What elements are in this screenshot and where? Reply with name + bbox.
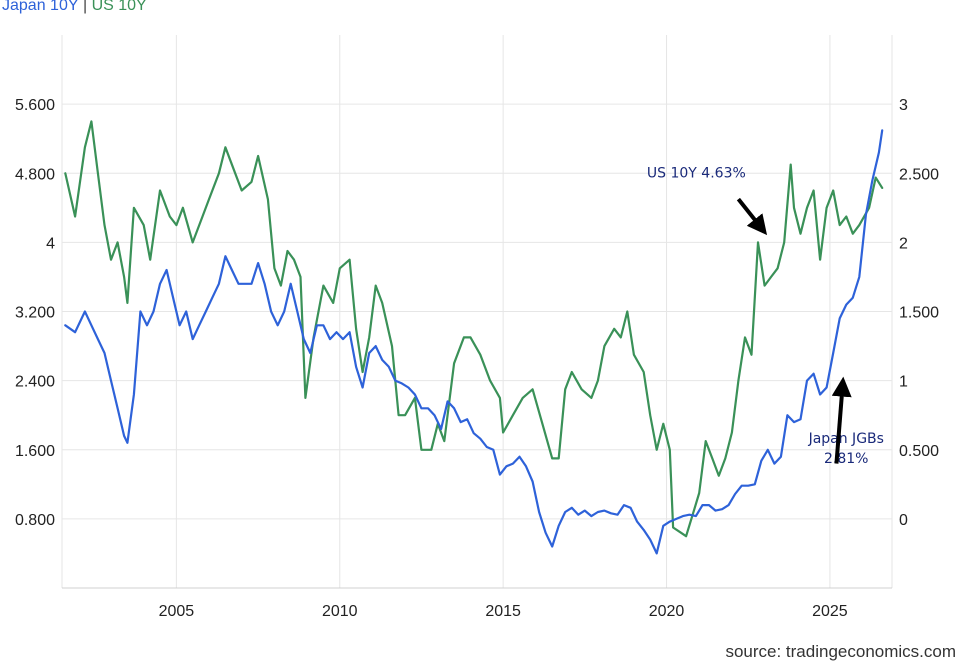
x-tick-label: 2010 (322, 603, 358, 620)
annotations: US 10Y 4.63% Japan JGBs 2.81% (647, 166, 884, 467)
series-lines (64, 120, 884, 555)
y-right-tick-label: 2.500 (899, 166, 939, 183)
axes: 2005 2010 2015 2020 2025 0.800 1.600 2.400 3.200… (15, 97, 939, 620)
y-right-tick-label: 3 (899, 97, 908, 114)
y-right-tick-label: 1.500 (899, 305, 939, 322)
source-credit: source: tradingeconomics.com (725, 642, 956, 661)
y-left-tick-label: 4.800 (15, 166, 55, 183)
legend-japan-label: Japan 10Y (2, 0, 79, 14)
legend-us-label: US 10Y (91, 0, 147, 14)
y-right-tick-label: 0 (899, 512, 908, 529)
annotation-us-label: US 10Y 4.63% (647, 166, 746, 182)
annotation-japan-label: Japan JGBs (808, 431, 884, 447)
annotation-us-arrow (736, 197, 768, 236)
x-tick-label: 2020 (649, 603, 685, 620)
y-left-tick-label: 0.800 (15, 512, 55, 529)
y-left-tick-label: 5.600 (15, 97, 55, 114)
annotation-japan-value: 2.81% (824, 451, 868, 467)
y-right-tick-label: 1 (899, 374, 908, 391)
y-left-tick-label: 2.400 (15, 374, 55, 391)
chart-legend: Japan 10Y | US 10Y (2, 0, 147, 15)
y-left-tick-label: 4 (46, 235, 55, 252)
y-right-tick-label: 2 (899, 235, 908, 252)
us-10y-line (64, 120, 884, 538)
x-tick-label: 2015 (485, 603, 521, 620)
annotation-japan-arrow (831, 376, 852, 464)
legend-separator: | (82, 0, 88, 14)
x-tick-label: 2025 (812, 603, 848, 620)
y-right-tick-label: 0.500 (899, 443, 939, 460)
y-left-tick-label: 1.600 (15, 443, 55, 460)
japan-10y-line (64, 129, 884, 555)
x-tick-label: 2005 (159, 603, 195, 620)
y-left-tick-label: 3.200 (15, 305, 55, 322)
